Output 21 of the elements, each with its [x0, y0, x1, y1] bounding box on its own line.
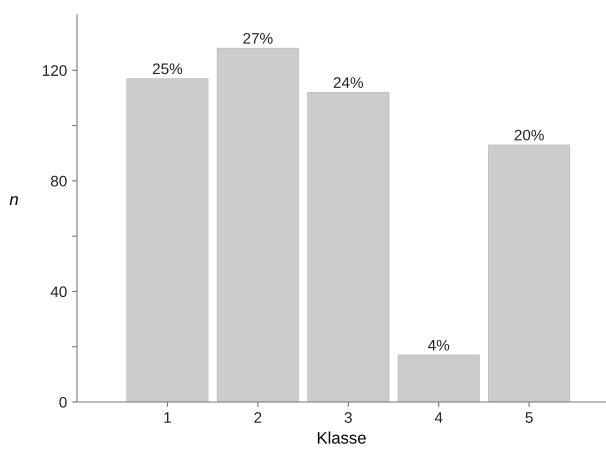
x-tick-label: 4	[434, 412, 443, 423]
y-tick-label: 120	[42, 65, 67, 76]
y-tick-label: 0	[59, 396, 67, 408]
bar	[126, 78, 208, 402]
bar	[488, 144, 570, 402]
y-tick-label: 40	[50, 286, 67, 298]
bar	[398, 354, 480, 402]
bar	[216, 48, 299, 402]
x-tick-label: 1	[164, 412, 171, 423]
x-tick-label: 5	[526, 412, 533, 423]
annotation: 20%	[514, 130, 544, 141]
annotation: 27%	[243, 32, 273, 44]
annotation: 24%	[334, 77, 364, 88]
bar	[307, 92, 390, 402]
x-tick-label: 2	[254, 412, 262, 423]
annotation: 4%	[428, 340, 450, 351]
annotation: 25%	[152, 63, 182, 74]
y-tick-label: 80	[50, 176, 67, 187]
x-axis-title: Klasse	[318, 432, 366, 444]
y-axis-title: n	[10, 196, 18, 206]
x-tick-label: 3	[344, 412, 352, 423]
